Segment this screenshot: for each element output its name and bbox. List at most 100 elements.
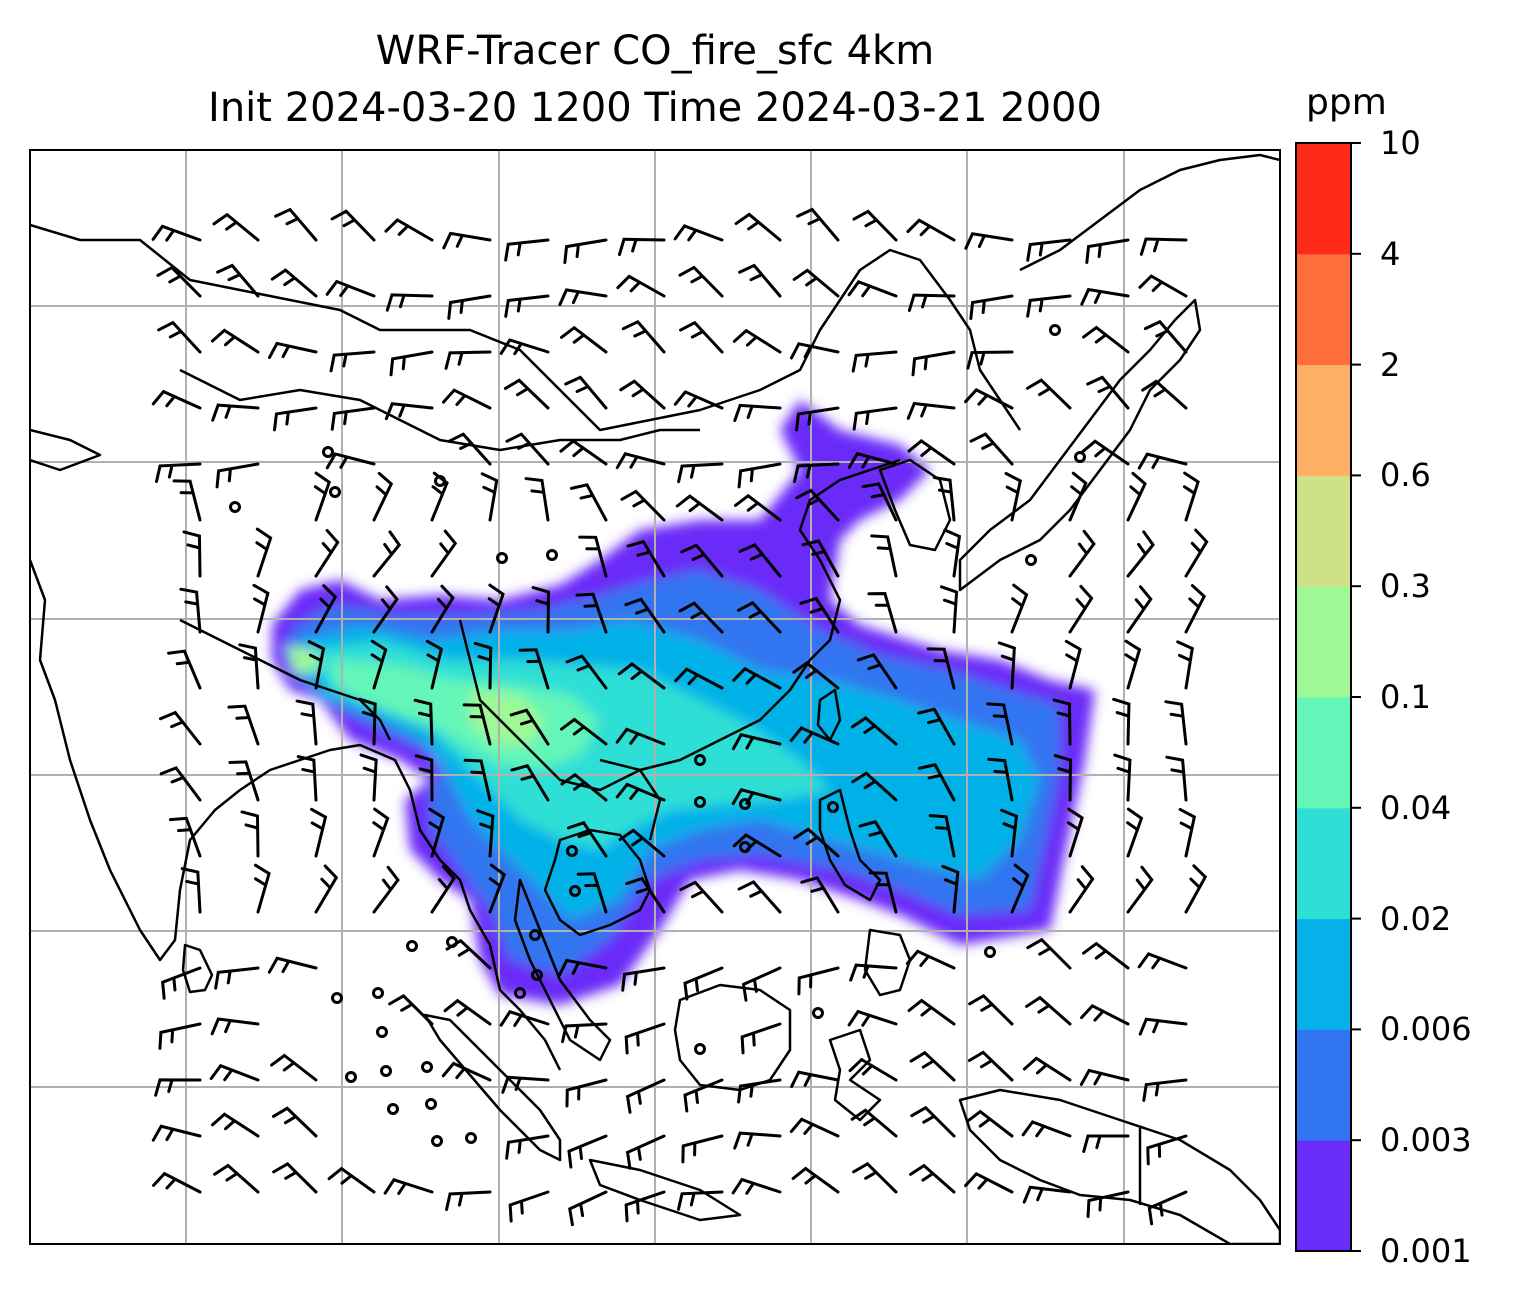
calm-wind-marker — [329, 486, 341, 498]
colorbar-segment — [1296, 586, 1351, 698]
calm-wind-marker — [827, 801, 839, 813]
wind-barb — [210, 1017, 260, 1036]
wind-barb — [1086, 375, 1130, 410]
border-himalaya — [179, 618, 392, 741]
wind-barb — [741, 966, 782, 1002]
wind-barb — [1086, 1190, 1130, 1219]
wind-barb — [911, 350, 956, 377]
colorbar-tick-label: 4 — [1380, 234, 1401, 273]
calm-wind-marker — [331, 992, 343, 1004]
wind-barb — [736, 601, 782, 634]
wind-barb — [358, 697, 377, 746]
wind-barb — [733, 1131, 782, 1150]
wind-barb — [488, 863, 507, 914]
colorbar-tick-label: 0.003 — [1380, 1121, 1472, 1160]
co-contour-0.04 — [330, 660, 600, 770]
wind-barb — [214, 966, 260, 990]
wind-barb — [215, 462, 260, 489]
wind-barb — [209, 1063, 260, 1082]
wind-barb — [617, 237, 666, 257]
wind-barb — [932, 475, 956, 522]
wind-barb — [372, 865, 400, 914]
wind-barb — [1052, 698, 1072, 746]
wind-barb — [447, 294, 492, 320]
wind-barb — [210, 1112, 260, 1138]
wind-barb — [1178, 807, 1197, 858]
wind-barb — [559, 325, 608, 354]
wind-barb — [909, 1163, 956, 1194]
wind-barb — [615, 452, 666, 470]
wind-barb — [158, 1022, 202, 1050]
wind-barb — [313, 471, 332, 522]
wind-barb — [968, 994, 1014, 1026]
wind-barb — [296, 755, 318, 802]
wind-barb — [211, 403, 260, 422]
wind-barb — [1137, 952, 1188, 970]
coast-korea — [878, 458, 952, 552]
wind-barb — [1085, 238, 1130, 264]
wind-barb — [1138, 274, 1188, 298]
colorbar-segment — [1296, 918, 1351, 1030]
wind-barb — [463, 758, 492, 802]
wind-barb — [330, 406, 376, 431]
wind-barb — [737, 880, 782, 914]
wind-barb — [910, 1105, 956, 1138]
co-contour-0.1 — [470, 690, 545, 745]
wind-barb — [228, 760, 260, 802]
wind-barb — [1026, 937, 1072, 970]
wind-barb — [966, 1109, 1014, 1138]
colorbar-tick-label: 0.3 — [1380, 567, 1431, 606]
wind-barb — [385, 293, 434, 312]
coast-russia — [1019, 153, 1280, 272]
wind-barb — [926, 647, 956, 690]
wind-barb — [852, 1162, 898, 1194]
wind-barb — [1137, 452, 1188, 470]
calm-wind-marker — [421, 1061, 433, 1073]
wind-barb — [738, 543, 782, 578]
calm-wind-marker — [531, 969, 543, 981]
wind-barb — [414, 754, 434, 802]
calm-wind-marker — [372, 987, 384, 999]
wind-barb — [673, 224, 724, 242]
wind-barb — [732, 666, 782, 690]
wind-barb — [480, 472, 499, 522]
wind-barb — [800, 876, 840, 914]
wind-barb — [180, 867, 202, 914]
calm-wind-marker — [566, 845, 578, 857]
wind-barb — [1126, 471, 1147, 522]
coast-japan — [958, 298, 1202, 592]
wind-barb — [1142, 1078, 1188, 1102]
wind-barb — [850, 716, 898, 746]
wind-barb — [314, 864, 339, 914]
wind-barb — [964, 232, 1014, 250]
wind-barb — [443, 998, 492, 1026]
wind-barb — [986, 702, 1014, 746]
wind-barb — [731, 787, 782, 806]
wind-barb — [179, 587, 202, 634]
coast-borneo — [673, 983, 792, 1092]
wind-barb — [503, 378, 550, 410]
wind-barb — [964, 388, 1014, 410]
colorbar-tick-label: 0.001 — [1380, 1232, 1472, 1270]
wind-barb — [273, 406, 318, 432]
wind-barb — [389, 350, 434, 377]
wind-barb — [499, 1009, 550, 1027]
wind-barb — [851, 350, 898, 373]
wind-barb — [307, 640, 326, 690]
wind-barb — [790, 1070, 840, 1089]
colorbar-tick-label: 10 — [1380, 124, 1421, 162]
wind-barb — [154, 462, 202, 483]
wind-barb — [558, 958, 608, 977]
wind-barb — [372, 530, 402, 578]
wind-barb — [565, 654, 608, 690]
wind-barb — [238, 643, 260, 690]
wind-barb — [504, 294, 550, 318]
wind-barb — [216, 263, 260, 298]
wind-barb — [156, 265, 202, 298]
calm-wind-marker — [376, 1026, 388, 1038]
wind-barb — [508, 1190, 550, 1223]
wind-barb — [731, 1177, 782, 1195]
wind-barb — [615, 727, 666, 746]
wind-barb — [372, 471, 394, 522]
